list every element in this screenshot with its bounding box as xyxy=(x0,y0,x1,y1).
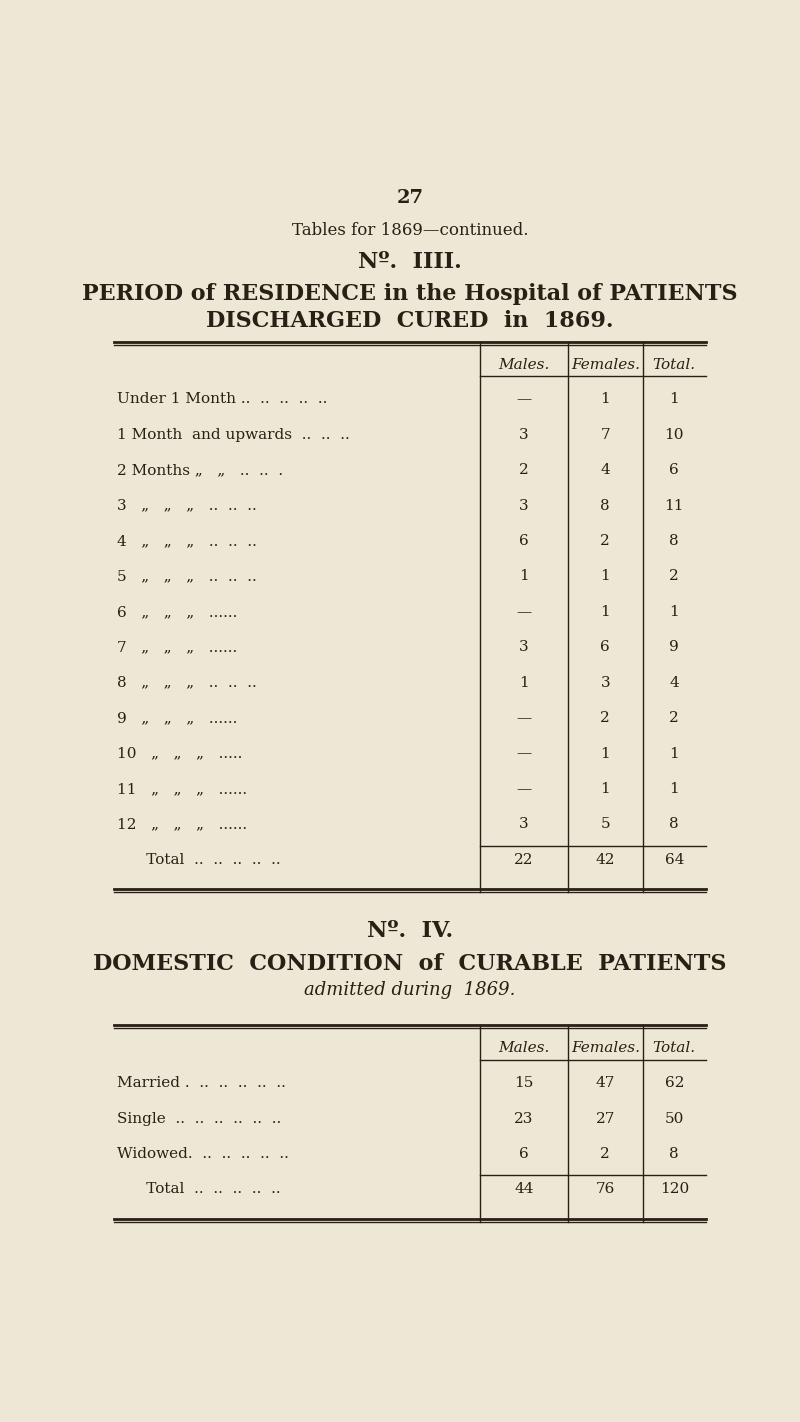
Text: 7: 7 xyxy=(601,428,610,442)
Text: 6: 6 xyxy=(519,1148,529,1160)
Text: 8: 8 xyxy=(601,499,610,512)
Text: 8: 8 xyxy=(670,818,679,832)
Text: 2: 2 xyxy=(670,711,679,725)
Text: 4   „   „   „   ..  ..  ..: 4 „ „ „ .. .. .. xyxy=(117,535,257,547)
Text: Total.: Total. xyxy=(653,1041,696,1055)
Text: 2: 2 xyxy=(601,711,610,725)
Text: 47: 47 xyxy=(596,1076,615,1091)
Text: —: — xyxy=(516,747,531,761)
Text: Under 1 Month ..  ..  ..  ..  ..: Under 1 Month .. .. .. .. .. xyxy=(117,392,327,407)
Text: 8: 8 xyxy=(670,535,679,547)
Text: Married .  ..  ..  ..  ..  ..: Married . .. .. .. .. .. xyxy=(117,1076,286,1091)
Text: 27: 27 xyxy=(596,1112,615,1125)
Text: 4: 4 xyxy=(601,464,610,478)
Text: 1: 1 xyxy=(670,782,679,796)
Text: 1: 1 xyxy=(601,782,610,796)
Text: 1: 1 xyxy=(670,392,679,407)
Text: 44: 44 xyxy=(514,1182,534,1196)
Text: 23: 23 xyxy=(514,1112,534,1125)
Text: 42: 42 xyxy=(595,853,615,867)
Text: 1: 1 xyxy=(670,604,679,619)
Text: Females.: Females. xyxy=(570,358,640,371)
Text: 1: 1 xyxy=(601,604,610,619)
Text: —: — xyxy=(516,392,531,407)
Text: 120: 120 xyxy=(660,1182,689,1196)
Text: 11   „   „   „   ......: 11 „ „ „ ...... xyxy=(117,782,247,796)
Text: —: — xyxy=(516,711,531,725)
Text: 2: 2 xyxy=(601,1148,610,1160)
Text: Single  ..  ..  ..  ..  ..  ..: Single .. .. .. .. .. .. xyxy=(117,1112,282,1125)
Text: 50: 50 xyxy=(665,1112,684,1125)
Text: Widowed.  ..  ..  ..  ..  ..: Widowed. .. .. .. .. .. xyxy=(117,1148,289,1160)
Text: 6   „   „   „   ......: 6 „ „ „ ...... xyxy=(117,604,238,619)
Text: 3: 3 xyxy=(601,675,610,690)
Text: Females.: Females. xyxy=(570,1041,640,1055)
Text: 27: 27 xyxy=(397,189,423,206)
Text: 1 Month  and upwards  ..  ..  ..: 1 Month and upwards .. .. .. xyxy=(117,428,350,442)
Text: 1: 1 xyxy=(601,569,610,583)
Text: 3: 3 xyxy=(519,818,529,832)
Text: 6: 6 xyxy=(601,640,610,654)
Text: 1: 1 xyxy=(601,747,610,761)
Text: Total.: Total. xyxy=(653,358,696,371)
Text: 62: 62 xyxy=(665,1076,684,1091)
Text: 2: 2 xyxy=(519,464,529,478)
Text: PERIOD of RESIDENCE in the Hospital of PATIENTS: PERIOD of RESIDENCE in the Hospital of P… xyxy=(82,283,738,304)
Text: 3: 3 xyxy=(519,640,529,654)
Text: 8: 8 xyxy=(670,1148,679,1160)
Text: 6: 6 xyxy=(670,464,679,478)
Text: 10   „   „   „   .....: 10 „ „ „ ..... xyxy=(117,747,242,761)
Text: 9: 9 xyxy=(670,640,679,654)
Text: DISCHARGED  CURED  in  1869.: DISCHARGED CURED in 1869. xyxy=(206,310,614,331)
Text: 15: 15 xyxy=(514,1076,534,1091)
Text: —: — xyxy=(516,604,531,619)
Text: Nº.  IV.: Nº. IV. xyxy=(367,920,453,943)
Text: 2: 2 xyxy=(601,535,610,547)
Text: 8   „   „   „   ..  ..  ..: 8 „ „ „ .. .. .. xyxy=(117,675,257,690)
Text: 2 Months „   „   ..  ..  .: 2 Months „ „ .. .. . xyxy=(117,464,283,478)
Text: 76: 76 xyxy=(596,1182,615,1196)
Text: 11: 11 xyxy=(665,499,684,512)
Text: Total  ..  ..  ..  ..  ..: Total .. .. .. .. .. xyxy=(117,853,281,867)
Text: 1: 1 xyxy=(519,569,529,583)
Text: 3: 3 xyxy=(519,428,529,442)
Text: —: — xyxy=(516,782,531,796)
Text: 6: 6 xyxy=(519,535,529,547)
Text: 22: 22 xyxy=(514,853,534,867)
Text: DOMESTIC  CONDITION  of  CURABLE  PATIENTS: DOMESTIC CONDITION of CURABLE PATIENTS xyxy=(94,953,726,974)
Text: 7   „   „   „   ......: 7 „ „ „ ...... xyxy=(117,640,238,654)
Text: 9   „   „   „   ......: 9 „ „ „ ...... xyxy=(117,711,238,725)
Text: Nº.  IIII.: Nº. IIII. xyxy=(358,250,462,273)
Text: 5   „   „   „   ..  ..  ..: 5 „ „ „ .. .. .. xyxy=(117,569,257,583)
Text: 2: 2 xyxy=(670,569,679,583)
Text: Males.: Males. xyxy=(498,358,550,371)
Text: Tables for 1869—continued.: Tables for 1869—continued. xyxy=(292,222,528,239)
Text: Total  ..  ..  ..  ..  ..: Total .. .. .. .. .. xyxy=(117,1182,281,1196)
Text: admitted during  1869.: admitted during 1869. xyxy=(304,981,516,998)
Text: 64: 64 xyxy=(665,853,684,867)
Text: 3   „   „   „   ..  ..  ..: 3 „ „ „ .. .. .. xyxy=(117,499,257,512)
Text: 4: 4 xyxy=(670,675,679,690)
Text: 1: 1 xyxy=(519,675,529,690)
Text: 3: 3 xyxy=(519,499,529,512)
Text: 5: 5 xyxy=(601,818,610,832)
Text: 12   „   „   „   ......: 12 „ „ „ ...... xyxy=(117,818,247,832)
Text: 1: 1 xyxy=(670,747,679,761)
Text: Males.: Males. xyxy=(498,1041,550,1055)
Text: 10: 10 xyxy=(665,428,684,442)
Text: 1: 1 xyxy=(601,392,610,407)
